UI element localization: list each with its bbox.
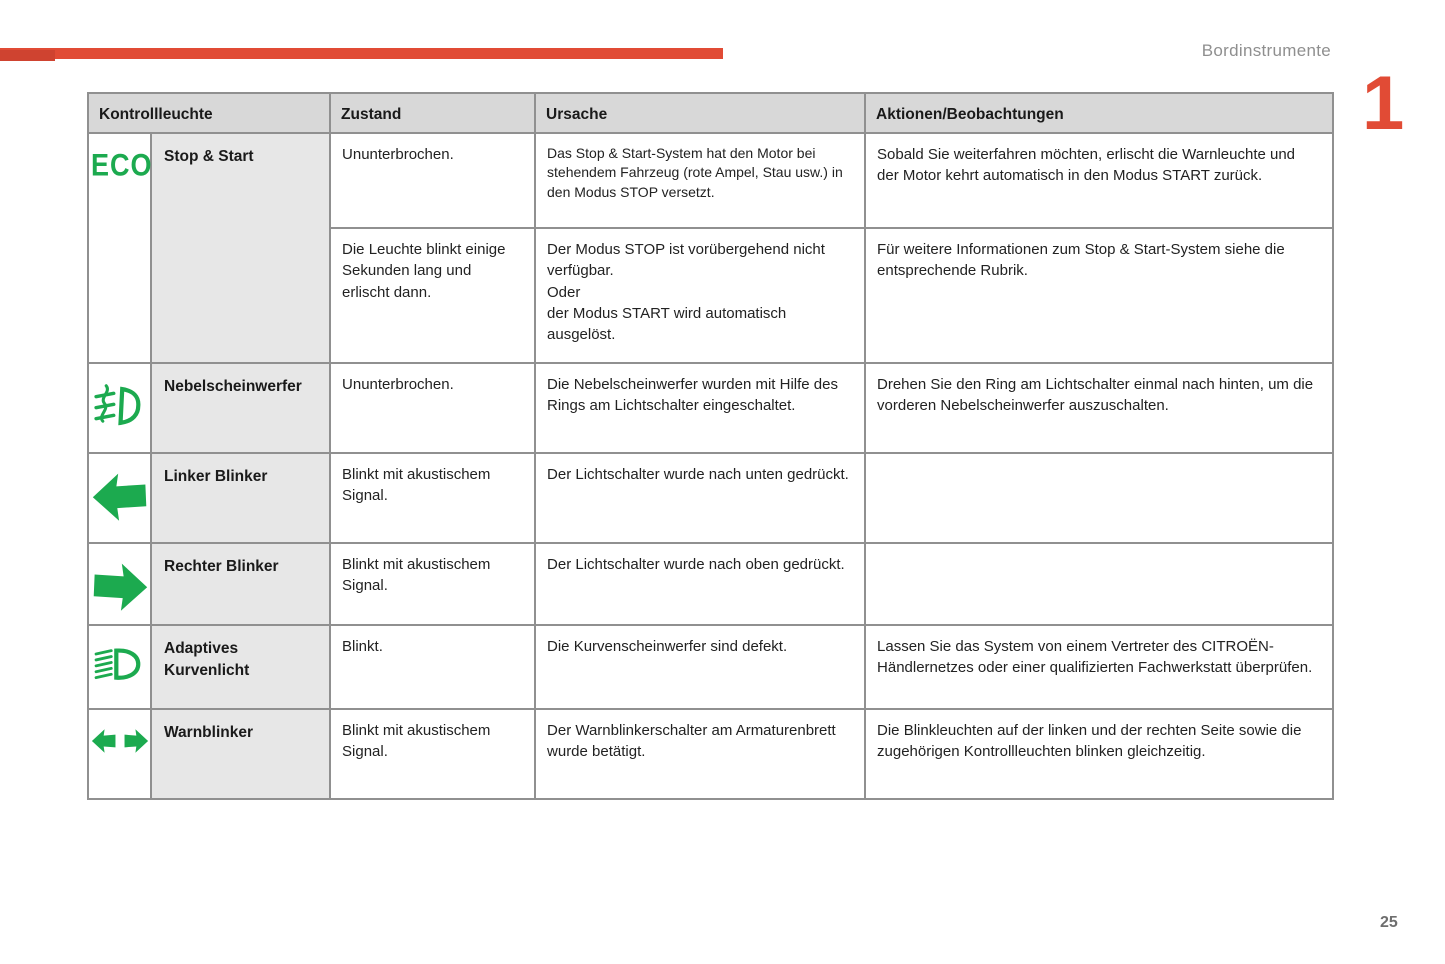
- aktionen-cell: Die Blinkleuchten auf der linken und der…: [864, 708, 1335, 800]
- zustand-cell: Ununterbrochen.: [329, 132, 537, 229]
- col-header-zustand: Zustand: [329, 92, 537, 134]
- accent-top-bar-cap: [0, 50, 55, 61]
- chapter-title: Bordinstrumente: [1201, 41, 1331, 60]
- row-label-rechter-blinker: Rechter Blinker: [149, 542, 332, 626]
- ursache-cell: Der Lichtschalter wurde nach oben gedrüc…: [534, 542, 867, 626]
- zustand-cell: Blinkt mit akustischem Signal.: [329, 708, 537, 800]
- col-header-ursache: Ursache: [534, 92, 867, 134]
- zustand-cell: Blinkt mit akustischem Signal.: [329, 542, 537, 626]
- front-fog-light-icon: [87, 362, 152, 454]
- eco-icon: ECO: [91, 147, 153, 183]
- page-number: 25: [1380, 914, 1398, 931]
- left-indicator-icon: [87, 452, 152, 544]
- fog-light-icon: [94, 384, 141, 426]
- adaptive-cornering-light-icon: [87, 624, 152, 710]
- col-header-kontrollleuchte: Kontrollleuchte: [86, 92, 332, 134]
- table-row: Linker Blinker Blinkt mit akustischem Si…: [87, 452, 1335, 544]
- ursache-cell: Die Nebelscheinwerfer wurden mit Hilfe d…: [534, 362, 867, 454]
- table-row: Adaptives Kurvenlicht Blinkt. Die Kurven…: [87, 624, 1335, 710]
- row-label-stop-start: Stop & Start: [149, 132, 332, 364]
- table-row: Nebelscheinwerfer Ununterbrochen. Die Ne…: [87, 362, 1335, 454]
- col-header-aktionen: Aktionen/Beobachtungen: [864, 92, 1335, 134]
- ursache-cell: Der Warnblinkerschalter am Armaturenbret…: [534, 708, 867, 800]
- hazard-arrows-icon: [91, 729, 149, 753]
- zustand-cell: Ununterbrochen.: [329, 362, 537, 454]
- left-arrow-icon: [92, 473, 147, 521]
- accent-top-bar: [0, 48, 723, 61]
- table-header-row: Kontrollleuchte Zustand Ursache Aktionen…: [86, 92, 1335, 134]
- right-indicator-icon: [87, 542, 152, 626]
- table-row: Warnblinker Blinkt mit akustischem Signa…: [87, 708, 1335, 800]
- eco-stop-start-icon: ECO: [87, 132, 153, 364]
- table-row: ECO Stop & Start Ununterbrochen. Das Sto…: [87, 132, 1335, 364]
- section-number-tab: 1: [1362, 61, 1405, 146]
- ursache-cell: Die Kurvenscheinwerfer sind defekt.: [534, 624, 867, 710]
- right-arrow-icon: [93, 563, 148, 611]
- aktionen-cell: Sobald Sie weiterfahren möchten, erlisch…: [864, 132, 1335, 229]
- warning-lights-table: Kontrollleuchte Zustand Ursache Aktionen…: [86, 92, 1335, 800]
- zustand-cell: Blinkt.: [329, 624, 537, 710]
- cornering-light-icon: [94, 648, 141, 680]
- zustand-cell: Blinkt mit akustischem Signal.: [329, 452, 537, 544]
- zustand-cell: Die Leuchte blinkt einige Sekunden lang …: [329, 227, 537, 364]
- aktionen-cell: [864, 452, 1335, 544]
- table-row: Die Leuchte blinkt einige Sekunden lang …: [88, 227, 1335, 364]
- ursache-cell: Der Lichtschalter wurde nach unten gedrü…: [534, 452, 867, 544]
- row-label-linker-blinker: Linker Blinker: [149, 452, 332, 544]
- ursache-cell: Das Stop & Start-System hat den Motor be…: [534, 132, 867, 229]
- row-label-warnblinker: Warnblinker: [149, 708, 332, 800]
- aktionen-cell: [864, 542, 1335, 626]
- aktionen-cell: Lassen Sie das System von einem Vertrete…: [864, 624, 1335, 710]
- row-label-nebelscheinwerfer: Nebelscheinwerfer: [149, 362, 332, 454]
- table-row: Rechter Blinker Blinkt mit akustischem S…: [87, 542, 1335, 626]
- ursache-cell: Der Modus STOP ist vorübergehend nicht v…: [534, 227, 867, 364]
- aktionen-cell: Für weitere Informationen zum Stop & Sta…: [864, 227, 1335, 364]
- row-label-adaptives-kurvenlicht: Adaptives Kurvenlicht: [149, 624, 332, 710]
- accent-top-bar-main: [0, 48, 723, 59]
- hazard-warning-icon: [87, 708, 152, 800]
- aktionen-cell: Drehen Sie den Ring am Lichtschalter ein…: [864, 362, 1335, 454]
